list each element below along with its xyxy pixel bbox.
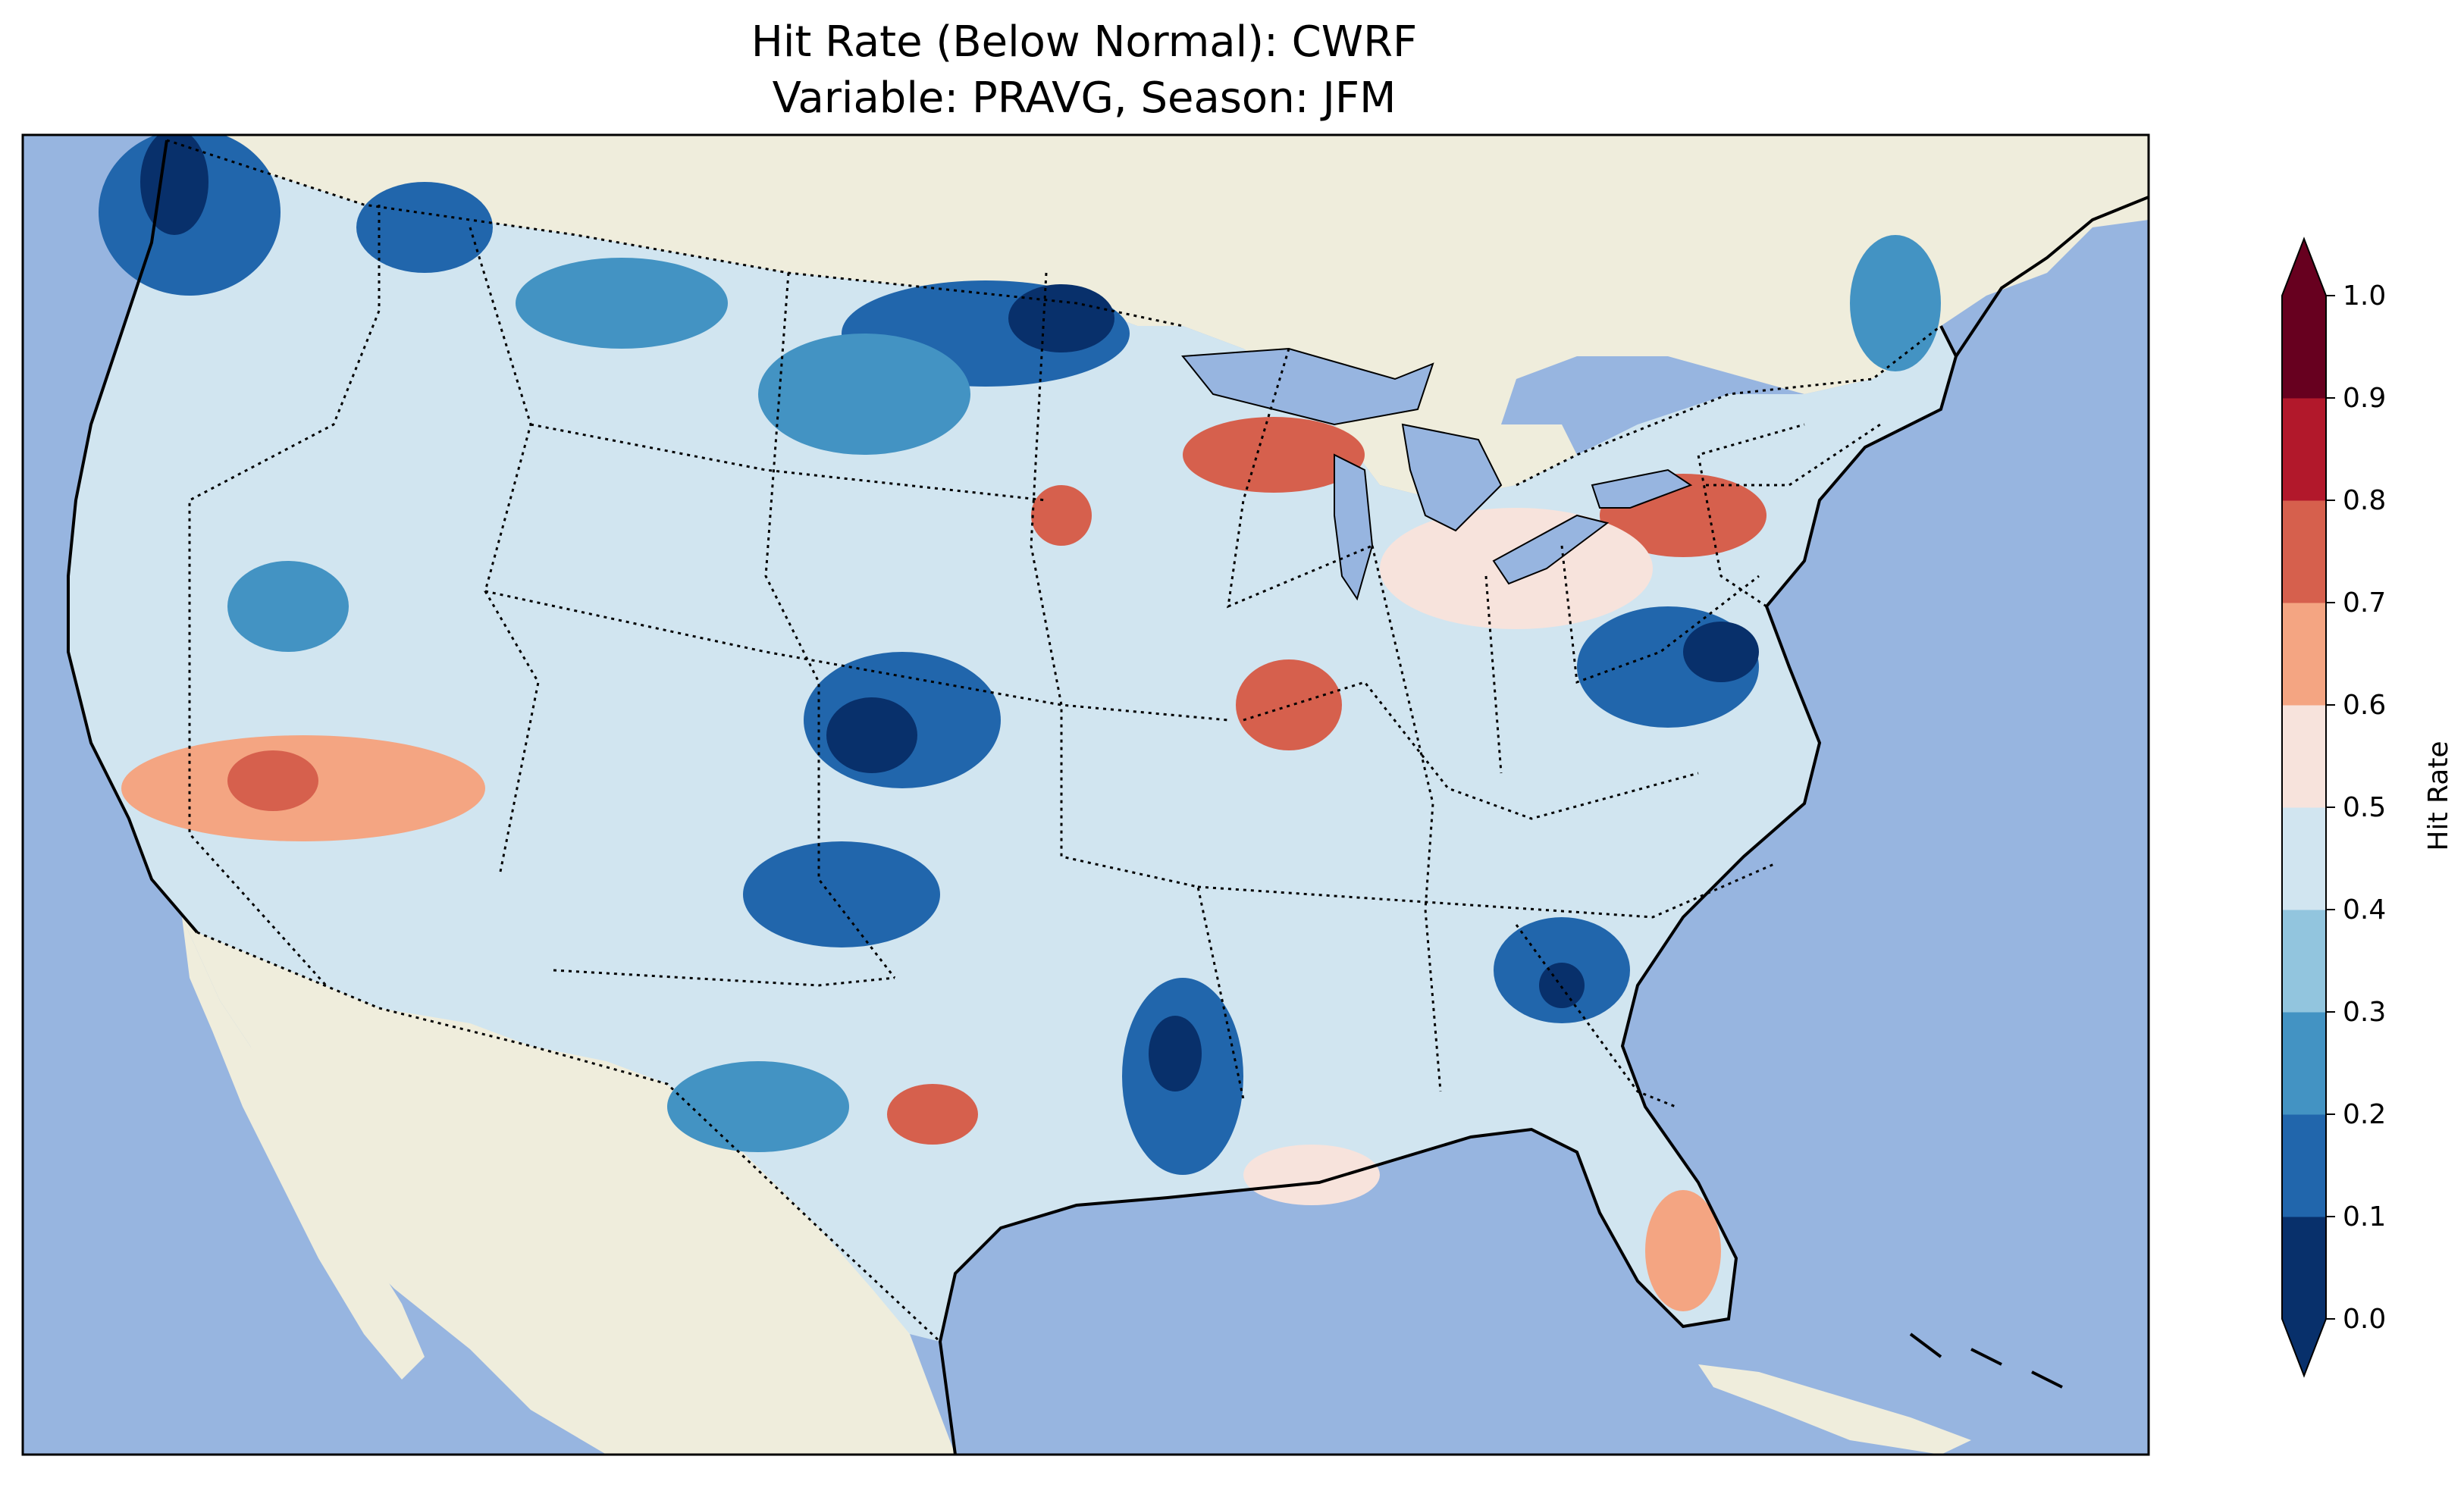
map-frame xyxy=(21,133,2150,1456)
map-title-line-1: Hit Rate (Below Normal): CWRF xyxy=(751,17,1418,67)
colorbar-tick-label: 0.9 xyxy=(2343,383,2386,414)
colorbar-tick-label: 0.3 xyxy=(2343,997,2386,1028)
colorbar-bin xyxy=(2282,1217,2326,1320)
great-lakes xyxy=(1181,347,1693,601)
ks-min xyxy=(826,697,917,773)
map-panel[interactable] xyxy=(23,129,2149,1455)
colorbar-bin xyxy=(2282,398,2326,501)
cuba-land xyxy=(1698,1364,1971,1455)
idaho-low xyxy=(356,182,493,273)
coastline xyxy=(67,139,2149,1455)
ga-min xyxy=(1539,963,1585,1008)
colorbar: 0.0 0.1 0.2 0.3 0.4 0.5 0.6 0.7 0.8 0.9 1.0 xyxy=(2281,236,2386,1378)
state-borders xyxy=(188,205,1881,1108)
fl-high xyxy=(1645,1190,1721,1311)
colorbar-bin xyxy=(2282,500,2326,603)
se-sd-high xyxy=(1031,485,1092,546)
colorbar-bin xyxy=(2282,910,2326,1013)
country-borders xyxy=(166,139,1942,1343)
tx-low xyxy=(667,1061,849,1152)
colorbar-bin xyxy=(2282,1114,2326,1217)
colorbar-tick-label: 0.4 xyxy=(2343,894,2386,926)
maine-low xyxy=(1850,235,1941,371)
colorbar-bin xyxy=(2282,1012,2326,1115)
ms-valley-min xyxy=(1149,1016,1202,1092)
hit-rate-heatmap xyxy=(68,135,1956,1342)
ok-low xyxy=(743,841,940,947)
colorbar-bin xyxy=(2282,705,2326,808)
canada-land xyxy=(167,135,2149,500)
mi-high xyxy=(1183,417,1365,493)
colorbar-extend-min xyxy=(2282,1319,2326,1376)
mexico-land xyxy=(182,917,955,1455)
colorbar-tick-label: 1.0 xyxy=(2343,280,2386,312)
nv-low xyxy=(227,561,349,652)
colorbar-tick-label: 0.1 xyxy=(2343,1201,2386,1232)
colorbar-bin xyxy=(2282,807,2326,910)
colorbar-label: Hit Rate xyxy=(2423,741,2454,850)
colorbar-tick-label: 0.7 xyxy=(2343,587,2386,619)
colorbar-tick-label: 0.8 xyxy=(2343,485,2386,516)
wtx-high xyxy=(887,1084,978,1145)
md-min xyxy=(1683,622,1759,682)
colorbar-bin xyxy=(2282,296,2326,399)
nd-min xyxy=(1008,284,1114,352)
colorbar-extend-max xyxy=(2282,239,2326,296)
colorbar-tick-label: 0.6 xyxy=(2343,690,2386,721)
colorbar-tick-label: 0.0 xyxy=(2343,1304,2386,1335)
baja-land xyxy=(182,917,425,1380)
montana-low xyxy=(516,258,728,349)
ca-az-peak xyxy=(227,750,318,811)
colorbar-bin xyxy=(2282,603,2326,706)
pnw-coast-min xyxy=(140,135,208,235)
colorbar-tick-label: 0.5 xyxy=(2343,792,2386,823)
la-coast-high xyxy=(1243,1145,1380,1205)
conus-base xyxy=(68,140,1956,1342)
colorbar-tick-label: 0.2 xyxy=(2343,1099,2386,1130)
map-title-line-2: Variable: PRAVG, Season: JFM xyxy=(773,74,1397,123)
sd-low xyxy=(758,334,970,455)
